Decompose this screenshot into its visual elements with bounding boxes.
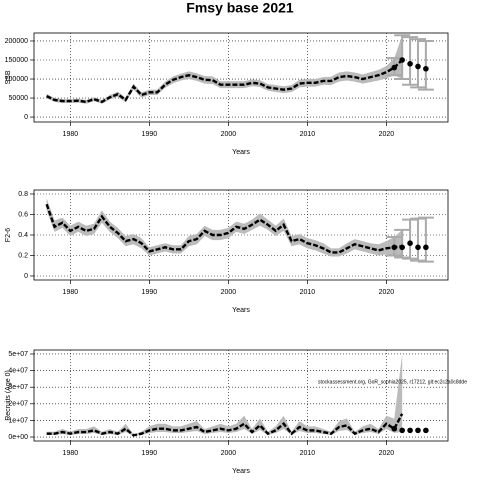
projection-point: [407, 427, 413, 434]
y-tick-label: 4e+07: [8, 367, 28, 374]
x-tick-label: 2000: [221, 289, 237, 296]
confidence-band: [46, 353, 403, 437]
projection-point: [415, 244, 421, 251]
x-tick-label: 1990: [142, 289, 158, 296]
y-tick-label: 100000: [5, 76, 28, 83]
x-tick-label: 1980: [63, 450, 79, 457]
plot-frame: [33, 189, 449, 281]
line: [46, 413, 404, 437]
x-tick-label: 1980: [63, 289, 79, 296]
y-tick-label: 0.4: [18, 232, 28, 239]
x-tick-label: 2010: [300, 131, 316, 138]
projection-point: [415, 427, 421, 434]
y-tick-label: 150000: [5, 57, 28, 64]
projection-point: [399, 427, 405, 434]
y-tick-label: 3e+07: [8, 384, 28, 391]
x-tick-label: 2020: [379, 131, 395, 138]
x-axis-label: Years: [232, 307, 250, 314]
y-tick-label: 0: [24, 273, 28, 280]
y-tick-label: 200000: [5, 38, 28, 45]
y-tick-label: 0.2: [18, 252, 28, 259]
projection-point: [423, 427, 429, 434]
y-tick-label: 5e+07: [8, 351, 28, 358]
projection-point: [391, 64, 398, 71]
x-tick-label: 1980: [63, 131, 79, 138]
line: [46, 59, 404, 104]
projection-point: [415, 63, 421, 70]
projection-point: [391, 425, 398, 432]
x-tick-label: 1990: [142, 450, 158, 457]
y-tick-label: 2e+07: [8, 401, 28, 408]
y-tick-label: 1e+07: [8, 417, 28, 424]
y-axis-label: SSB: [5, 70, 12, 84]
x-tick-label: 2020: [379, 289, 395, 296]
x-tick-label: 1990: [142, 131, 158, 138]
chart-title: Fmsy base 2021: [186, 0, 294, 16]
y-tick-label: 0.8: [18, 191, 28, 198]
projection-point: [391, 244, 398, 251]
projection-point: [423, 65, 429, 72]
projection-point: [407, 61, 413, 67]
y-axis-label: F2-6: [5, 228, 12, 243]
x-tick-label: 2000: [221, 131, 237, 138]
x-tick-label: 2010: [300, 450, 316, 457]
x-axis-label: Years: [232, 468, 250, 475]
x-tick-label: 2000: [221, 450, 237, 457]
projection-point: [399, 244, 405, 251]
x-axis-label: Years: [232, 149, 250, 156]
y-tick-label: 0: [24, 114, 28, 121]
line: [45, 203, 403, 254]
x-tick-label: 2020: [379, 450, 395, 457]
confidence-band: [46, 198, 403, 258]
x-tick-label: 2010: [300, 289, 316, 296]
y-tick-label: 50000: [9, 95, 29, 102]
plot-frame: [33, 32, 449, 123]
y-axis-label: Recruits (Age 0): [5, 370, 12, 421]
projection-point: [407, 240, 413, 247]
plot-frame: [33, 349, 449, 442]
confidence-band: [46, 35, 403, 104]
y-tick-label: 0.6: [18, 211, 28, 218]
projection-point: [399, 57, 405, 63]
y-tick-label: 0e+00: [8, 434, 28, 441]
projection-point: [423, 244, 429, 251]
annotation: stockassessment.org, GoR_sophia2025, r17…: [318, 379, 467, 385]
